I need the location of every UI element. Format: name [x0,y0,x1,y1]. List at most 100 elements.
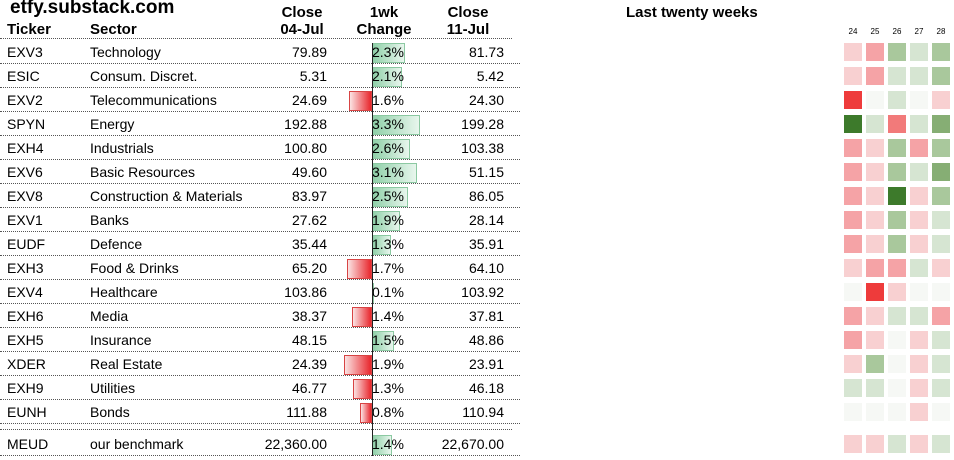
heatmap-cell [866,307,884,325]
close-04jul-cell: 35.44 [291,236,327,252]
heatmap-cell [888,91,906,109]
close-04jul-cell: 48.15 [291,332,327,348]
close-11jul-cell: 5.42 [476,68,504,84]
heatmap-cell [910,91,928,109]
close-11jul-cell: 48.86 [468,332,504,348]
heatmap-cell [888,115,906,133]
heatmap-cell [932,403,950,421]
table-row: EXV6 Basic Resources 49.60 3.1% 51.15 [0,160,520,184]
heatmap-cell [910,163,928,181]
heatmap-cell [910,379,928,397]
table-row: EXV8 Construction & Materials 83.97 2.5% 86.… [0,184,520,208]
close-04jul-cell: 49.60 [291,164,327,180]
heatmap-cell [844,307,862,325]
header-close2-line2: 11-Jul [446,21,490,38]
row-divider [0,351,520,352]
heatmap-cell [866,259,884,277]
row-divider [0,87,520,88]
header-close1-line1: Close [281,4,323,21]
change-cell: 2.5% [372,188,404,204]
row-divider [0,303,520,304]
close-11jul-cell: 64.10 [468,260,504,276]
change-bar-negative [347,259,372,279]
close-11jul-cell: 23.91 [468,356,504,372]
sector-cell: Insurance [90,332,152,348]
table-row: ESIC Consum. Discret. 5.31 2.1% 5.42 [0,64,520,88]
close-11jul-cell: 37.81 [468,308,504,324]
change-bar-negative [344,355,372,375]
table-row: SPYN Energy 192.88 3.3% 199.28 [0,112,520,136]
change-axis-line [372,43,373,456]
heatmap-cell [844,355,862,373]
change-bar-negative [348,91,372,111]
change-bar-negative [360,403,372,423]
heatmap-cell [844,331,862,349]
change-cell: 2.6% [372,140,404,156]
site-title: etfy.substack.com [10,0,175,18]
heatmap-cell [888,187,906,205]
heatmap-cell [844,187,862,205]
ticker-cell: EXH6 [7,308,44,324]
heatmap-cell [866,379,884,397]
sector-cell: Technology [90,44,161,60]
heatmap-week-label: 28 [936,27,946,36]
heatmap-cell [866,139,884,157]
heatmap-cell [910,307,928,325]
row-divider [0,183,520,184]
header-close-11jul: Close 11-Jul [428,4,508,38]
table-row: EXH4 Industrials 100.80 2.6% 103.38 [0,136,520,160]
table-row: EXH5 Insurance 48.15 1.5% 48.86 [0,328,520,352]
ticker-cell: MEUD [7,436,49,452]
heatmap-cell [932,235,950,253]
heatmap-cell [844,403,862,421]
row-divider [0,159,520,160]
table-row: EXV3 Technology 79.89 2.3% 81.73 [0,40,520,64]
heatmap-cell [910,43,928,61]
heatmap-cell [866,403,884,421]
heatmap-cell [932,91,950,109]
heatmap-cell [844,211,862,229]
heatmap-cell [932,67,950,85]
heatmap-cell [844,259,862,277]
close-04jul-cell: 22,360.00 [264,436,327,452]
change-cell: 1.4% [372,308,404,324]
sector-cell: our benchmark [90,436,184,452]
table-row: EXH9 Utilities 46.77 1.3% 46.18 [0,376,520,400]
close-04jul-cell: 103.86 [284,284,327,300]
row-divider [0,399,520,400]
sector-cell: Defence [90,236,143,252]
heatmap-cell [910,139,928,157]
heatmap-cell [866,67,884,85]
heatmap-cell [866,331,884,349]
table-row: EXV4 Healthcare 103.86 0.1% 103.92 [0,280,520,304]
heatmap-cell [866,235,884,253]
ticker-cell: EXV8 [7,188,43,204]
heatmap-cell [844,283,862,301]
change-cell: 3.1% [372,164,404,180]
row-divider [0,327,520,328]
sector-cell: Banks [90,212,129,228]
heatmap-cell [866,355,884,373]
change-cell: 2.3% [372,44,404,60]
heatmap-cell [844,91,862,109]
close-11jul-cell: 35.91 [468,236,504,252]
heatmap-cell [888,235,906,253]
heatmap-cell [910,435,928,453]
sector-cell: Healthcare [90,284,158,300]
heatmap-cell [866,283,884,301]
heatmap-cell [888,211,906,229]
change-cell: 0.1% [372,284,404,300]
ticker-cell: EXV3 [7,44,43,60]
header-sector: Sector [90,21,137,38]
ticker-cell: EXH4 [7,140,44,156]
change-cell: 1.9% [372,212,404,228]
sector-cell: Basic Resources [90,164,196,180]
heatmap-cell [932,379,950,397]
row-divider [0,255,520,256]
close-11jul-cell: 28.14 [468,212,504,228]
close-04jul-cell: 65.20 [291,260,327,276]
heatmap-cell [932,331,950,349]
row-divider [0,63,520,64]
table-row: EXH6 Media 38.37 1.4% 37.81 [0,304,520,328]
heatmap-cell [910,67,928,85]
